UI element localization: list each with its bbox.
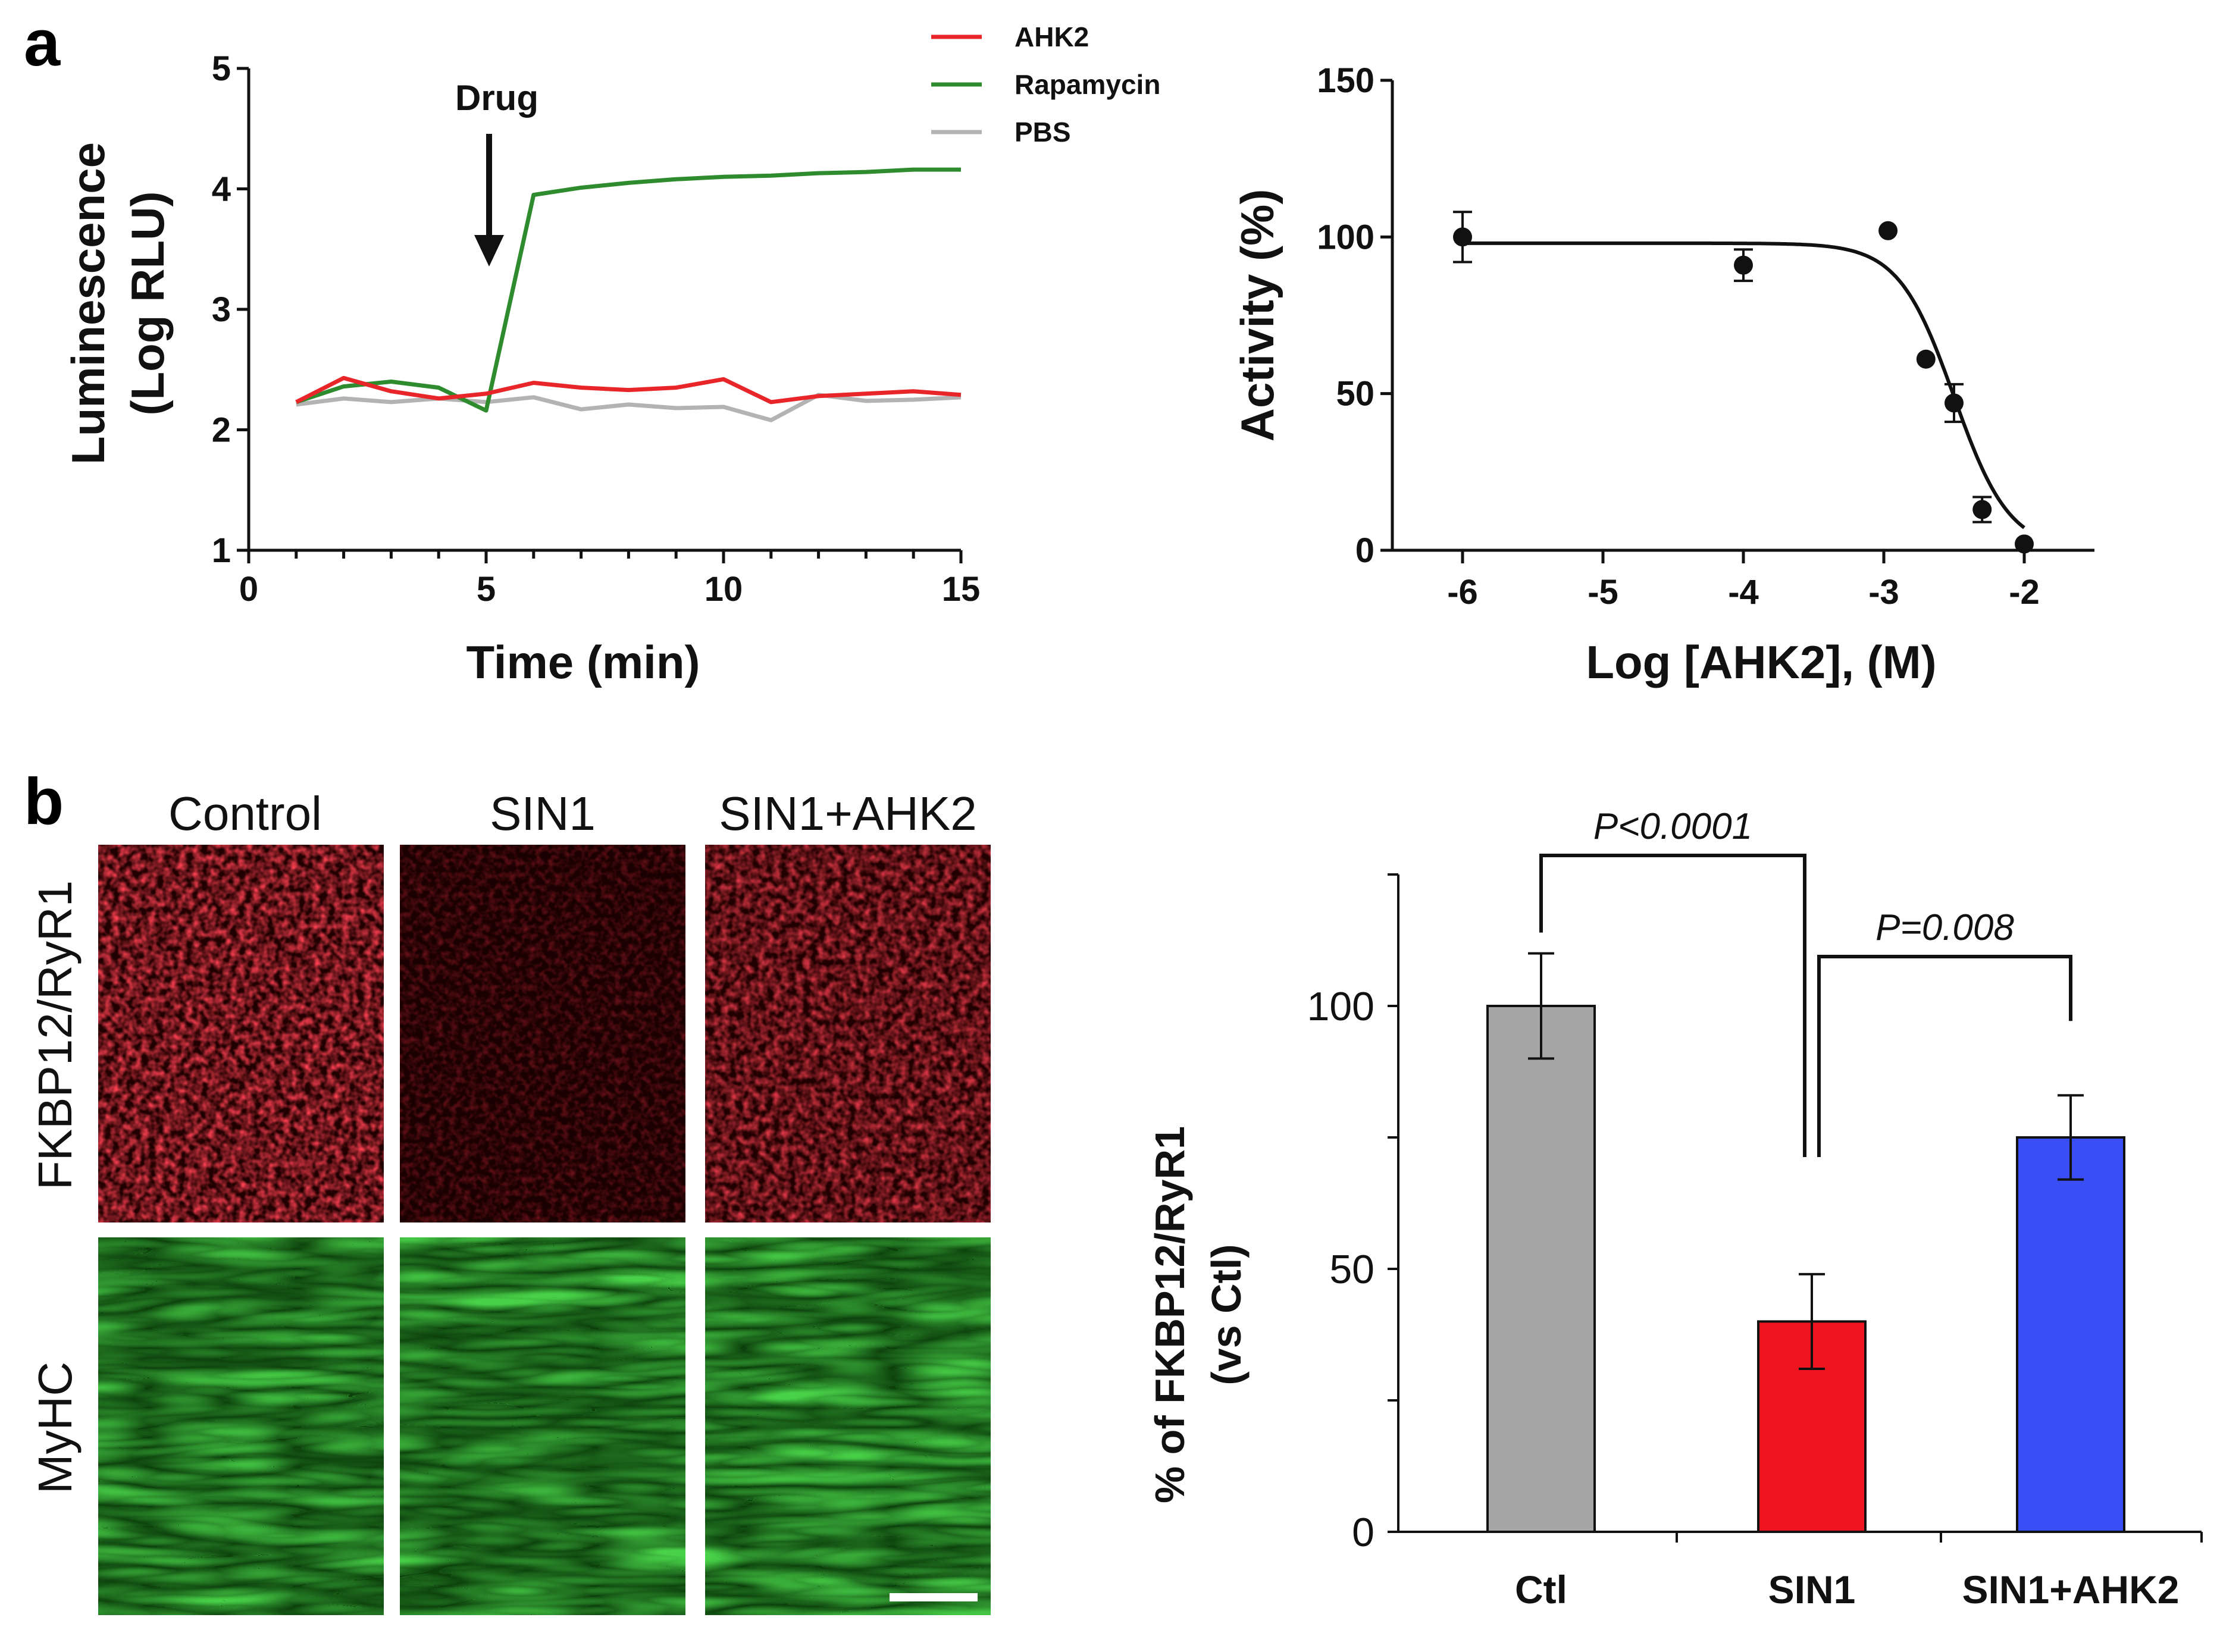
c3-category-label: SIN1+AHK2 bbox=[1962, 1568, 2180, 1612]
c2-axes: 0 50 100 150 -6 -5 -4 -3 -2 bbox=[1317, 61, 2094, 612]
series-line-ahk2 bbox=[295, 375, 962, 405]
c3-category-label: SIN1 bbox=[1768, 1568, 1856, 1612]
image-myhc-sin1 bbox=[400, 1237, 685, 1615]
significance-bracket bbox=[1539, 854, 1806, 1157]
c3-y-tick-label: 50 bbox=[1329, 1247, 1374, 1292]
c2-x-tick-label: -3 bbox=[1868, 573, 1899, 612]
drug-annotation: Drug bbox=[455, 78, 538, 118]
data-point bbox=[1945, 393, 1964, 413]
image-fkbp12-sin1 bbox=[400, 845, 685, 1222]
c1-lines bbox=[295, 167, 962, 422]
c2-y-tick-label: 50 bbox=[1336, 375, 1374, 413]
c1-y-tick-label: 3 bbox=[212, 290, 231, 329]
scale-bar bbox=[890, 1593, 978, 1601]
c1-y-tick-label: 4 bbox=[212, 170, 231, 209]
c1-y-tick-label: 1 bbox=[212, 531, 231, 570]
image-col-label-sin1-ahk2: SIN1+AHK2 bbox=[719, 787, 977, 840]
series-line-pbs bbox=[296, 393, 962, 422]
image-fkbp12-sin1-ahk2 bbox=[705, 845, 991, 1222]
c2-xlabel: Log [AHK2], (M) bbox=[1586, 636, 1936, 688]
luminescence-line-chart: 1 2 3 4 5 0 5 10 15 Time (min) Luminescence (Log… bbox=[62, 21, 1160, 688]
data-point bbox=[1734, 255, 1753, 275]
legend-label-ahk2: AHK2 bbox=[1015, 21, 1089, 52]
image-col-label-control: Control bbox=[168, 787, 322, 840]
data-point bbox=[2015, 534, 2034, 554]
c2-y-tick-label: 150 bbox=[1317, 61, 1374, 100]
c1-x-tick-label: 10 bbox=[704, 570, 743, 609]
c2-x-tick-label: -4 bbox=[1728, 573, 1759, 612]
c1-legend: AHK2 Rapamycin PBS bbox=[931, 21, 1160, 148]
c2-y-tick-label: 0 bbox=[1355, 531, 1374, 570]
bar-ctl bbox=[1486, 1005, 1596, 1533]
data-point bbox=[1916, 349, 1936, 369]
image-row-label-fkbp12: FKBP12/RyR1 bbox=[29, 880, 82, 1190]
c2-marks bbox=[1453, 211, 2034, 554]
significance-label: P<0.0001 bbox=[1593, 806, 1752, 847]
data-point bbox=[1453, 227, 1472, 247]
data-point bbox=[1972, 500, 1992, 519]
c1-ylabel-line1: Luminescence bbox=[62, 142, 114, 465]
c3-ylabel-line2: (vs Ctl) bbox=[1203, 1244, 1250, 1385]
c2-ylabel: Activity (%) bbox=[1231, 189, 1283, 442]
image-row-label-myhc: MyHC bbox=[29, 1362, 82, 1494]
image-fkbp12-control bbox=[98, 845, 384, 1222]
c2-x-tick-label: -5 bbox=[1587, 573, 1618, 612]
c1-ylabel-line2: (Log RLU) bbox=[121, 192, 174, 416]
data-point bbox=[1878, 221, 1898, 240]
fkbp12-bar-chart: 0 50 100 Ctl SIN1 SIN1+AHK2 P<0.0001 P=0.008 %… bbox=[1147, 806, 2203, 1612]
legend-label-rapamycin: Rapamycin bbox=[1015, 69, 1160, 100]
c1-axes: 1 2 3 4 5 0 5 10 15 bbox=[212, 49, 981, 609]
c3-y-tick-label: 0 bbox=[1352, 1510, 1374, 1555]
c1-x-tick-label: 0 bbox=[239, 570, 258, 609]
bar-sin1-ahk2 bbox=[2016, 1136, 2125, 1533]
c3-y-tick-label: 100 bbox=[1307, 984, 1374, 1029]
panel-letter-b: b bbox=[24, 765, 64, 838]
c1-x-tick-label: 15 bbox=[942, 570, 981, 609]
dose-response-chart: 0 50 100 150 -6 -5 -4 -3 -2 Log [AHK2], (M) Acti… bbox=[1231, 61, 2094, 688]
image-myhc-sin1-ahk2 bbox=[705, 1237, 991, 1615]
image-myhc-control bbox=[98, 1237, 384, 1615]
significance-bracket bbox=[1817, 955, 2072, 1157]
legend-label-pbs: PBS bbox=[1015, 117, 1071, 148]
drug-arrow bbox=[474, 134, 504, 267]
microscopy-image-grid: Control SIN1 SIN1+AHK2 FKBP12/RyR1 MyHC bbox=[29, 787, 991, 1615]
series-line-rapamycin bbox=[295, 167, 961, 413]
c2-y-tick-label: 100 bbox=[1317, 218, 1374, 256]
c2-x-tick-label: -6 bbox=[1447, 573, 1478, 612]
c2-x-tick-label: -2 bbox=[2009, 573, 2040, 612]
significance-label: P=0.008 bbox=[1875, 907, 2014, 948]
panel-letter-a: a bbox=[24, 7, 61, 80]
c1-y-tick-label: 2 bbox=[212, 411, 231, 450]
c3-marks: P<0.0001 P=0.008 bbox=[1486, 806, 2125, 1533]
c1-x-tick-label: 5 bbox=[477, 570, 496, 609]
image-col-label-sin1: SIN1 bbox=[490, 787, 596, 840]
fit-curve bbox=[1463, 241, 2025, 529]
c3-ylabel-line1: % of FKBP12/RyR1 bbox=[1147, 1126, 1193, 1503]
c1-y-tick-label: 5 bbox=[212, 49, 231, 88]
c3-category-label: Ctl bbox=[1515, 1568, 1567, 1612]
c1-xlabel: Time (min) bbox=[466, 636, 700, 688]
